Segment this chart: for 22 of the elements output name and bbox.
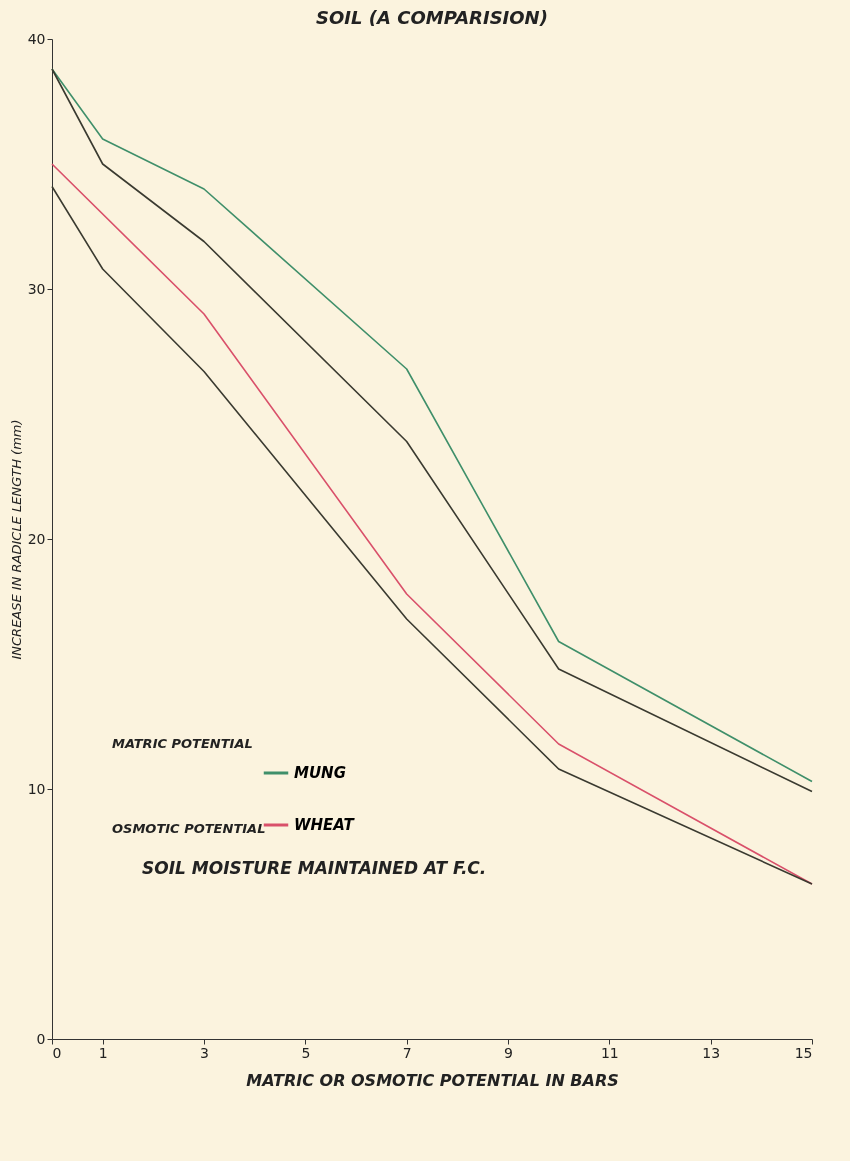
y-tick-label: 0 [36, 1030, 46, 1047]
x-axis-title: MATRIC OR OSMOTIC POTENTIAL IN BARS [246, 1070, 619, 1090]
legend-label: MUNG [294, 764, 346, 782]
x-tick-label: 0 [52, 1044, 62, 1061]
x-tick-label: 3 [200, 1044, 209, 1061]
annotation: OSMOTIC POTENTIAL [112, 821, 266, 836]
legend-label: WHEAT [294, 816, 356, 834]
annotation: SOIL MOISTURE MAINTAINED AT F.C. [142, 858, 487, 878]
chart-title: SOIL (A COMPARISION) [316, 7, 548, 28]
x-tick-label: 13 [702, 1044, 721, 1061]
y-tick-label: 20 [27, 530, 46, 547]
x-tick-label: 11 [600, 1044, 619, 1061]
y-tick-label: 30 [27, 280, 46, 297]
x-tick-label: 15 [794, 1044, 813, 1061]
annotation: MATRIC POTENTIAL [112, 736, 253, 751]
x-tick-label: 5 [301, 1044, 311, 1061]
y-axis-title: INCREASE IN RADICLE LENGTH (mm) [8, 419, 24, 660]
x-tick-label: 7 [402, 1044, 412, 1061]
x-tick-label: 9 [504, 1044, 513, 1061]
x-tick-label: 1 [98, 1044, 108, 1061]
y-tick-label: 10 [27, 780, 46, 797]
y-tick-label: 40 [27, 30, 46, 47]
